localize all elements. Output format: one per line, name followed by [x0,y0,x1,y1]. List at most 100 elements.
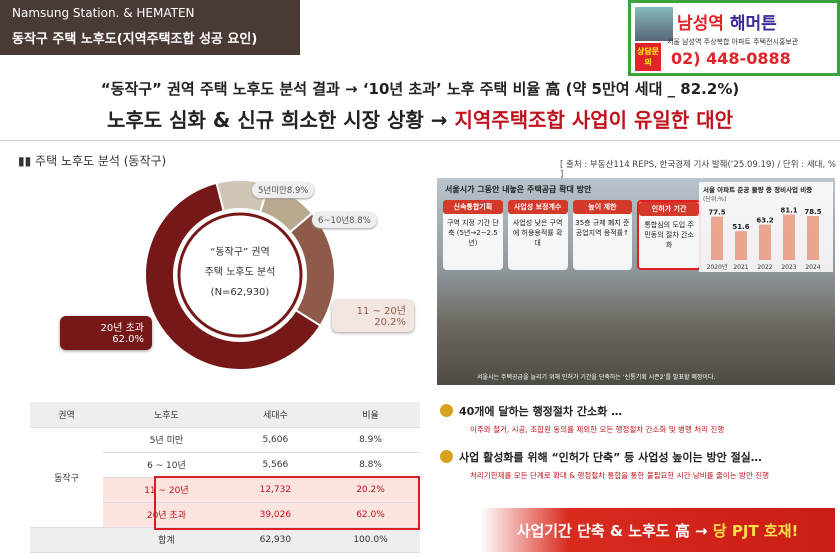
banner-text: 당 PJT 호재! [712,522,799,540]
section-title-text: 주택 노후도 분석 (동작구) [35,154,167,168]
photo-caption: 서울시는 주택공급을 늘리기 위해 인허가 기간을 단축하는 ‘신통기획 시즌2… [477,374,716,381]
photo-title: 서울시가 그동안 내놓은 주택공급 확대 방안 [445,185,592,194]
point-body: 처리기한제를 모든 단계로 확대 & 행정절차 통합을 통한 불필요한 시간 낭… [470,471,770,480]
check-icon [440,450,453,463]
table-row: 20년 초과 39,026 62.0% [30,502,420,528]
banner-text: 사업기간 단축 & 노후도 高 → [516,522,713,540]
headline: 노후도 심화 & 신규 희소한 시장 상황 → 지역주택조합 사업이 유일한 대… [0,104,840,133]
mini-value: 78.5 [804,208,821,216]
check-icon [440,404,453,417]
points: 40개에 달하는 행정절차 간소화 … 이주와 철거, 시공, 조합원 동의를 제… [440,403,835,495]
policy-head: 신속통합기획 [443,200,503,214]
label: 62.0% [112,334,144,345]
mini-chart: 서울 아파트 준공 물량 중 정비사업 비중(단위:%) 77.5 2020년 51.… [699,182,833,272]
logo-badge: 상담문의 [635,43,661,71]
policy-box: 인허가 기간 통합심의 도입 주민동의 절차 간소화 [637,200,701,270]
brand: Namsung Station. & HEMATEN [12,6,195,20]
table-cell: 12,732 [229,477,321,503]
mini-title: 서울 아파트 준공 물량 중 정비사업 비중 [703,185,812,194]
point-title-text: 사업 활성화를 위해 “인허가 단축” 등 사업성 높이는 방안 절실… [459,451,762,464]
source: [ 출처 : 부동산114 REPS, 한국경제 기사 발췌(‘25.09.19… [560,160,836,180]
table: 권역 노후도 세대수 비율 동작구 5년 미만 5,606 8.9% 6 ~ 10년 5,566 8… [30,402,420,553]
point-body: 이주와 철거, 시공, 조합원 동의를 제외한 모든 행정절차 간소화 및 병행… [470,425,725,434]
donut-slice [144,181,322,371]
mini-category: 2023 [781,264,796,271]
table-header: 권역 노후도 세대수 비율 [30,402,420,428]
label: 6~10년 [318,216,350,226]
inner-ring [177,212,303,338]
mini-value: 81.1 [780,207,797,215]
table-cell: 62.0% [321,502,420,528]
phone: 448-0888 [706,49,791,68]
mini-bar [759,224,771,260]
header-cell: 노후도 [103,402,230,428]
label: 5년미만 [258,186,287,196]
element: 02) 448-0888 [671,49,791,68]
mini-category: 2024 [805,264,820,271]
mini-bar [711,216,723,260]
point-title: 40개에 달하는 행정절차 간소화 … [440,403,835,419]
table-cell: 100.0% [321,527,420,553]
header-cell: 세대수 [229,402,321,428]
section-title: ▮▮ 주택 노후도 분석 (동작구) [18,154,167,168]
headline: “동작구” 권역 주택 노후도 분석 결과 → ‘10년 초과’ 노후 주택 비… [100,80,740,98]
table-cell: 11 ~ 20년 [103,477,230,503]
banner: 사업기간 단축 & 노후도 高 → 당 PJT 호재! [480,508,835,552]
table-cell: 합계 [103,527,230,553]
table-cell: 20.2% [321,477,420,503]
logo-image [635,7,673,41]
headline-part: 지역주택조합 사업이 유일한 대안 [454,108,734,132]
mini-value: 63.2 [756,217,773,225]
center-text: 주택 노후도 분석 [205,266,276,278]
header-cell: 비율 [321,402,420,428]
point: 40개에 달하는 행정절차 간소화 … 이주와 철거, 시공, 조합원 동의를 제… [440,403,835,435]
table-row: 동작구 5년 미만 5,606 8.9% [30,427,420,528]
point: 사업 활성화를 위해 “인허가 단축” 등 사업성 높이는 방안 절실… 처리기한… [440,449,835,481]
mini-category: 2020년 [707,263,728,271]
label: 8.9% [286,186,309,196]
header: Namsung Station. & HEMATEN 동작구 주택 노후도(지역… [0,0,300,55]
empty-cell [30,527,104,553]
photo-boxes: 신속통합기획 구역 지정 기간 단축 (5년→2~2.5년) 사업성 보정계수 사업성… [443,200,701,270]
policy-body: 35층 규제 폐지 준공업지역 용적률↑ [575,219,630,237]
table-cell: 8.8% [321,452,420,478]
policy-body: 사업성 낮은 구역에 허용용적률 확대 [512,219,563,247]
label: 20년 초과 [100,323,144,334]
mini-category: 2022 [757,264,772,271]
logo-name: 남성역 [677,14,724,34]
mini-subtitle: (단위:%) [703,195,726,203]
table-cell: 20년 초과 [103,502,230,528]
point-title-text: 40개에 달하는 행정절차 간소화 … [459,405,623,418]
point-title: 사업 활성화를 위해 “인허가 단축” 등 사업성 높이는 방안 절실… [440,449,835,465]
element: 남성역 해머튼 [677,9,777,34]
policy-head: 사업성 보정계수 [507,200,568,214]
label: 11 ~ 20년 [356,306,406,317]
region-cell: 동작구 [30,427,104,528]
highlight [154,476,420,530]
policy-body: 구역 지정 기간 단축 (5년→2~2.5년) [446,219,499,247]
element: 권역 노후도 세대수 비율 동작구 5년 미만 5,606 8.9% 6 ~ 10년 5,566 8… [30,402,420,553]
table-cell: 62,930 [229,527,321,553]
mini-category: 2021 [733,264,748,271]
mini-value: 77.5 [708,209,725,217]
callout: 11 ~ 20년 20.2% [332,300,414,332]
mini-bar [735,231,747,260]
header-title: 동작구 주택 노후도(지역주택조합 성공 요인) [12,32,258,47]
element: 6~10년8.8% [312,212,377,228]
table-cell: 5,566 [229,452,321,478]
element: 5년미만8.9% [252,182,315,198]
table-cell: 5년 미만 [103,427,230,453]
policy-box: 높이 제한 35층 규제 폐지 준공업지역 용적률↑ [572,200,633,270]
logo-name: 해머튼 [729,14,777,34]
table-cell: 6 ~ 10년 [103,452,230,478]
policy-body: 통합심의 도입 주민동의 절차 간소화 [644,221,694,249]
table-cell: 8.9% [321,427,420,453]
center-text: “동작구” 권역 [210,246,270,258]
table-cell: 39,026 [229,502,321,528]
logo: 남성역 해머튼 상담문의 서울 남성역 주상복합 아파트 주택전시홍보관 02)… [628,0,840,76]
